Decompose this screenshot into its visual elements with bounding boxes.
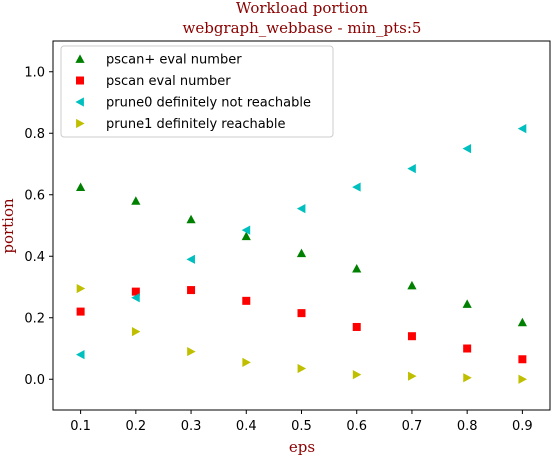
data-point xyxy=(407,280,417,290)
x-tick-label: 0.2 xyxy=(125,419,146,434)
plot-marks xyxy=(76,124,527,384)
y-tick-label: 0.6 xyxy=(24,188,45,203)
x-tick-label: 0.3 xyxy=(181,419,202,434)
x-axis-label: eps xyxy=(289,438,315,456)
data-point xyxy=(352,370,362,380)
chart-subtitle: webgraph_webbase - min_pts:5 xyxy=(183,19,422,37)
y-tick-label: 0.2 xyxy=(24,311,45,326)
data-point xyxy=(131,196,141,205)
axis-ticks: 0.1 0.2 0.3 0.4 0.5 0.6 0.7 0.8 0.9 0.0 0.2 0.4 0.6 0… xyxy=(24,65,532,434)
data-point xyxy=(463,344,472,353)
x-tick-label: 0.8 xyxy=(457,419,478,434)
data-point xyxy=(187,346,196,357)
data-point xyxy=(462,299,472,308)
legend-entry-label: pscan+ eval number xyxy=(106,53,242,68)
data-point xyxy=(518,355,527,364)
data-point xyxy=(131,326,141,337)
data-point xyxy=(408,371,417,381)
legend: pscan+ eval number pscan eval number prune… xyxy=(60,45,334,138)
x-tick-label: 0.5 xyxy=(291,419,312,434)
data-point xyxy=(517,317,527,327)
legend-entry-label: prune0 definitely not reachable xyxy=(106,96,311,111)
data-point xyxy=(242,357,251,367)
legend-entry-label: pscan eval number xyxy=(106,74,231,89)
data-point xyxy=(296,203,306,214)
y-tick-label: 0.4 xyxy=(24,250,45,265)
data-point xyxy=(407,164,416,174)
data-point xyxy=(297,363,307,374)
y-tick-label: 0.0 xyxy=(24,373,45,388)
legend-marker xyxy=(76,76,84,85)
data-point xyxy=(352,322,361,331)
data-point xyxy=(518,374,527,384)
y-tick-label: 1.0 xyxy=(24,65,45,80)
x-tick-label: 0.7 xyxy=(402,419,423,434)
x-tick-label: 0.6 xyxy=(346,419,367,434)
y-tick-label: 0.8 xyxy=(24,127,45,142)
data-point xyxy=(462,144,472,154)
x-tick-label: 0.9 xyxy=(512,419,533,434)
data-point xyxy=(407,332,416,341)
data-point xyxy=(241,231,251,241)
data-point xyxy=(242,296,251,305)
legend-entry-label: prune1 definitely reachable xyxy=(106,117,286,132)
legend-marker xyxy=(75,54,85,63)
data-point xyxy=(131,287,140,296)
data-point xyxy=(297,309,306,318)
legend-marker xyxy=(76,118,85,129)
data-point xyxy=(76,307,85,316)
data-point xyxy=(296,248,307,258)
plot-frame xyxy=(52,40,551,411)
data-point xyxy=(76,350,85,360)
data-point xyxy=(241,225,251,235)
chart-title: Workload portion xyxy=(236,0,368,17)
data-point xyxy=(463,373,472,383)
x-tick-label: 0.1 xyxy=(70,419,91,434)
data-point xyxy=(186,254,195,264)
data-point xyxy=(187,286,196,295)
data-point xyxy=(186,214,196,224)
data-point xyxy=(352,263,362,273)
y-axis-label: portion xyxy=(0,198,17,254)
data-point xyxy=(517,124,527,134)
data-point xyxy=(352,182,361,192)
data-point xyxy=(131,293,140,303)
legend-box xyxy=(60,45,334,138)
legend-marker xyxy=(75,97,84,107)
x-tick-label: 0.4 xyxy=(236,419,257,434)
data-point xyxy=(76,283,86,294)
data-point xyxy=(76,182,86,191)
